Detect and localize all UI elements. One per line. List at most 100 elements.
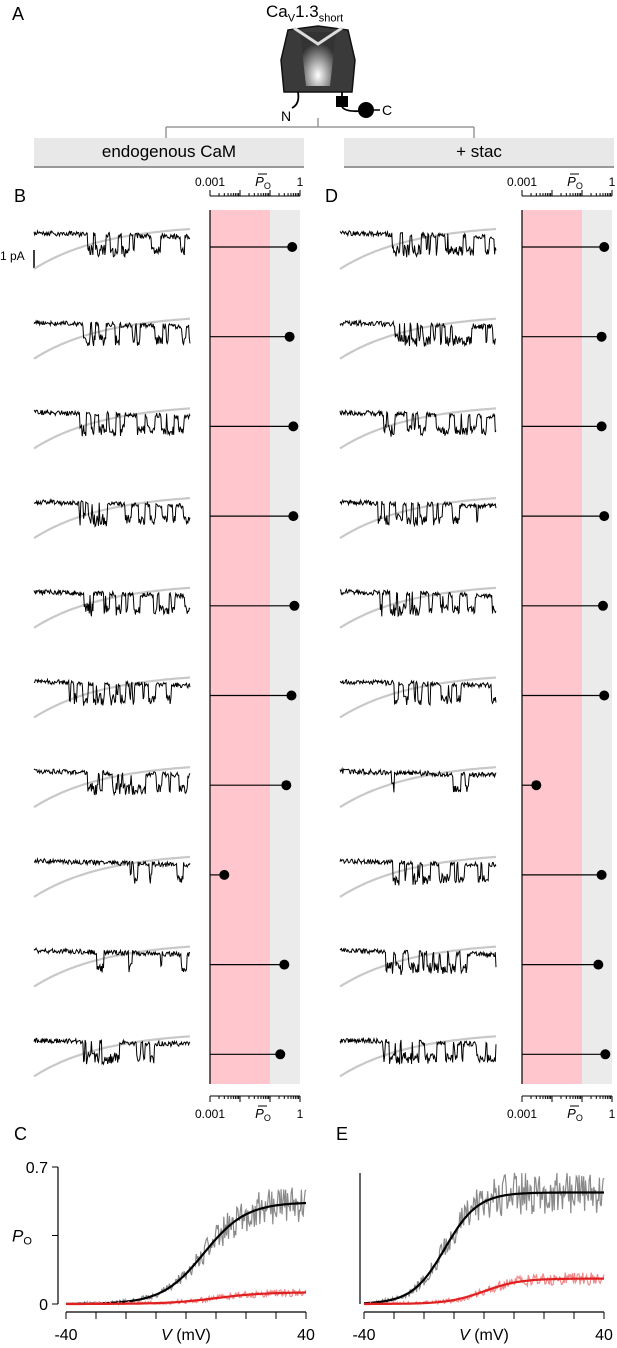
sweep-b-3-trace — [33, 408, 191, 437]
sweep-b-2-fit — [33, 317, 191, 360]
panel-d-point-5 — [597, 600, 608, 611]
panel-c-series-red-data — [65, 1287, 307, 1306]
panel-b-ticklabel-bottom-min: 0.001 — [195, 1107, 225, 1121]
panel-b-point-5 — [289, 600, 300, 611]
panel-b-point-4 — [288, 511, 299, 522]
panel-c-x-title-var: V — [161, 1327, 173, 1344]
sweep-d-3-trace — [339, 409, 497, 437]
sweep-b-10-trace — [33, 1037, 191, 1066]
panel-e-xtick-max: 40 — [595, 1327, 613, 1344]
panel-b-point-10 — [275, 1049, 286, 1060]
condition-stac: + stac — [344, 138, 614, 168]
panel-b-low-band — [210, 210, 270, 1084]
sweep-b-8-fit — [33, 855, 191, 898]
panel-b-ticklabel-top-max: 1 — [297, 175, 304, 189]
panel-d-low-band — [522, 210, 582, 1084]
panel-b-high-band — [270, 210, 300, 1084]
panel-b-point-7 — [281, 780, 292, 791]
panel-d-axis-title-sub-bottom: O — [576, 1113, 583, 1123]
panel-c-y-title: PO — [12, 1227, 32, 1248]
sweep-d-6-fit — [339, 676, 497, 719]
sweep-b-9-trace — [33, 947, 191, 973]
sweep-b-7-fit — [33, 766, 191, 809]
panel-d-point-10 — [600, 1049, 611, 1060]
panel-b-ticklabel-top-min: 0.001 — [195, 175, 225, 189]
panel-d-point-3 — [596, 421, 607, 432]
panel-b-point-9 — [279, 959, 290, 970]
sweep-d-7-fit — [339, 766, 497, 809]
sweep-d-10-fit — [339, 1035, 497, 1078]
panel-b-point-8 — [219, 869, 230, 880]
sweep-b-3-fit — [33, 407, 191, 450]
panel-d-point-7 — [531, 780, 542, 791]
sweep-d-5-trace — [339, 587, 497, 618]
sweep-b-9-fit — [33, 945, 191, 988]
sweep-b-6-fit — [33, 676, 191, 719]
panel-e-x-title: V (mV) — [459, 1327, 509, 1344]
sweep-d-9-trace — [339, 947, 497, 976]
panel-b-axis-title-top: PO — [255, 174, 271, 191]
sweep-b-5-trace — [33, 588, 191, 617]
panel-d-axis-title-top: PO — [567, 174, 583, 191]
sweep-b-4-fit — [33, 497, 191, 540]
sweep-b-6-trace — [33, 677, 191, 706]
sweep-b-2-trace — [33, 319, 191, 347]
condition-endogenous-cam: endogenous CaM — [34, 138, 304, 168]
sweep-d-2-trace — [339, 319, 497, 348]
sweep-b-4-trace — [34, 498, 191, 528]
panel-d-point-8 — [596, 869, 607, 880]
sweep-d-4-trace — [339, 498, 497, 528]
panel-c-ytick-max: 0.7 — [26, 1160, 48, 1177]
panel-b-ticklabel-bottom-max: 1 — [297, 1107, 304, 1121]
panel-b-point-1 — [287, 242, 298, 252]
panel-e-series-red-fit — [364, 1277, 604, 1306]
panel-c-ytick-min: 0 — [39, 1297, 48, 1314]
panel-label-d: D — [325, 186, 338, 206]
panel-label-a: A — [12, 4, 25, 24]
panel-e-series-red-data — [363, 1272, 605, 1306]
sweep-b-8-trace — [33, 857, 191, 884]
panel-c-series-red-fit — [66, 1291, 306, 1306]
sweep-d-9-fit — [339, 945, 497, 988]
sweep-b-10-fit — [33, 1035, 191, 1078]
panel-b-axis-title-bottom: PO — [255, 1106, 271, 1123]
c-terminus-label: C — [382, 102, 393, 118]
panel-label-e: E — [336, 1124, 349, 1144]
panel-d-point-2 — [596, 331, 607, 342]
panel-d-high-band — [582, 210, 612, 1084]
panel-c-xtick-max: 40 — [297, 1327, 315, 1344]
panel-c-x-title: V (mV) — [161, 1327, 211, 1344]
panel-b-point-2 — [284, 331, 295, 342]
panel-d-ticklabel-top-max: 1 — [609, 175, 616, 189]
panel-d-axis-title-sub-top: O — [576, 181, 583, 191]
n-terminus-label: N — [281, 108, 292, 124]
panel-c-series-black-fit — [65, 1201, 307, 1305]
sweep-d-1-trace — [339, 229, 497, 258]
panel-label-c: C — [14, 1124, 27, 1144]
sweep-d-6-trace — [339, 678, 497, 706]
panel-c-y-title-sub: O — [23, 1236, 32, 1248]
panel-d-point-6 — [599, 690, 610, 701]
panel-d-point-1 — [599, 242, 610, 252]
sweep-d-5-fit — [339, 586, 497, 629]
sweep-d-7-trace — [339, 766, 497, 793]
sweep-b-1-fit — [33, 227, 191, 270]
panel-d-point-9 — [593, 959, 604, 970]
panel-e-x-title-var: V — [459, 1327, 471, 1344]
panel-e-x-title-unit: (mV) — [470, 1327, 509, 1344]
scale-bar-label: 1 pA — [0, 249, 25, 263]
sweep-b-1-trace — [33, 229, 191, 258]
sweep-d-8-fit — [339, 855, 497, 898]
channel-title: CaV1.3short — [266, 2, 344, 25]
panel-c-x-title-unit: (mV) — [172, 1327, 211, 1344]
panel-c-series-black-data — [66, 1187, 307, 1307]
panel-d-point-4 — [599, 511, 610, 522]
panel-d-axis-title-bottom: PO — [567, 1106, 583, 1123]
panel-c-xtick-min: -40 — [54, 1327, 77, 1344]
panel-b-point-6 — [286, 690, 297, 701]
panel-b-point-3 — [288, 421, 299, 432]
panel-d-ticklabel-top-min: 0.001 — [507, 175, 537, 189]
